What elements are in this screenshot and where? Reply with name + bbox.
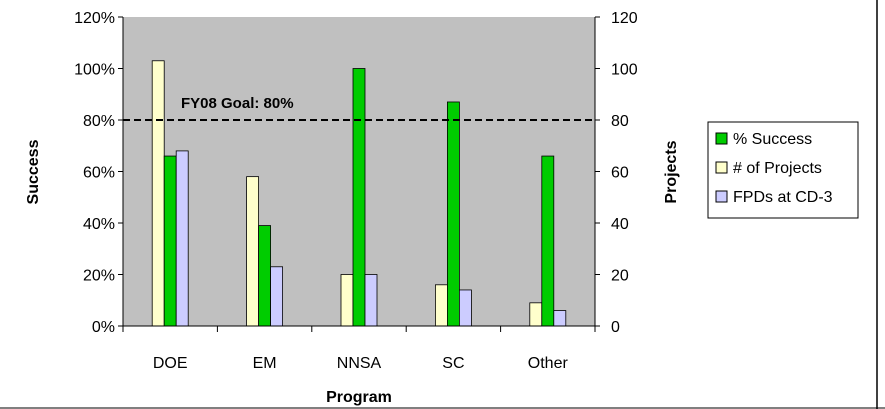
bar-of-projects-sc bbox=[434, 284, 448, 327]
legend-label-fpds-at-cd-3: FPDs at CD-3 bbox=[733, 189, 833, 206]
x-tick-label-doe: DOE bbox=[153, 355, 188, 372]
bar-fpds-at-cd-3-em bbox=[270, 266, 284, 327]
bar-fpds-at-cd-3-sc bbox=[458, 289, 472, 327]
y-left-tick-label: 0% bbox=[92, 319, 115, 336]
y-left-tick-label: 60% bbox=[83, 165, 115, 182]
legend-label-success: % Success bbox=[733, 131, 812, 148]
x-tick-label-sc: SC bbox=[442, 355, 464, 372]
y-right-tick-label: 60 bbox=[611, 165, 629, 182]
ticks-layer: 0% 0 20% 20 40% 40 60% 60 80% 80 100% 100 120% 120 DOE… bbox=[74, 10, 638, 372]
y-right-tick-label: 0 bbox=[611, 319, 620, 336]
bar-success-other bbox=[541, 155, 555, 327]
bar-success-nnsa bbox=[352, 68, 366, 327]
bar-fpds-at-cd-3-doe bbox=[175, 150, 189, 327]
y-left-tick-label: 40% bbox=[83, 216, 115, 233]
bar-of-projects-em bbox=[246, 176, 260, 327]
legend: % Success # of Projects FPDs at CD-3 bbox=[707, 121, 859, 219]
bar-success-em bbox=[258, 225, 272, 327]
bar-success-sc bbox=[446, 101, 460, 327]
legend-frame bbox=[707, 121, 859, 219]
y-left-tick-label: 80% bbox=[83, 113, 115, 130]
legend-swatch-fpds-at-cd-3 bbox=[715, 190, 728, 203]
y-right-tick-label: 120 bbox=[611, 10, 638, 27]
bar-of-projects-doe bbox=[151, 60, 165, 327]
y-right-tick-label: 80 bbox=[611, 113, 629, 130]
y-right-tick-label: 100 bbox=[611, 62, 638, 79]
bar-of-projects-other bbox=[529, 302, 543, 327]
y-left-tick-label: 100% bbox=[74, 62, 115, 79]
bar-fpds-at-cd-3-nnsa bbox=[364, 274, 378, 327]
y-axis-right-title: Projects bbox=[663, 140, 680, 203]
legend-swatch-success bbox=[715, 132, 728, 145]
x-tick-label-nnsa: NNSA bbox=[337, 355, 382, 372]
bar-fpds-at-cd-3-other bbox=[553, 310, 567, 327]
x-axis-title: Program bbox=[326, 389, 392, 406]
y-axis-left-title: Success bbox=[25, 139, 42, 204]
x-tick-label-em: EM bbox=[253, 355, 277, 372]
y-right-tick-label: 20 bbox=[611, 268, 629, 285]
y-left-tick-label: 120% bbox=[74, 10, 115, 27]
y-right-tick-label: 40 bbox=[611, 216, 629, 233]
goal-layer: FY08 Goal: 80% bbox=[123, 95, 595, 121]
x-tick-label-other: Other bbox=[528, 355, 569, 372]
bar-success-doe bbox=[163, 155, 177, 327]
y-left-tick-label: 20% bbox=[83, 268, 115, 285]
bar-of-projects-nnsa bbox=[340, 274, 354, 327]
legend-label-of-projects: # of Projects bbox=[733, 160, 822, 177]
legend-swatch-of-projects bbox=[715, 161, 728, 174]
goal-line-label: FY08 Goal: 80% bbox=[181, 95, 294, 112]
